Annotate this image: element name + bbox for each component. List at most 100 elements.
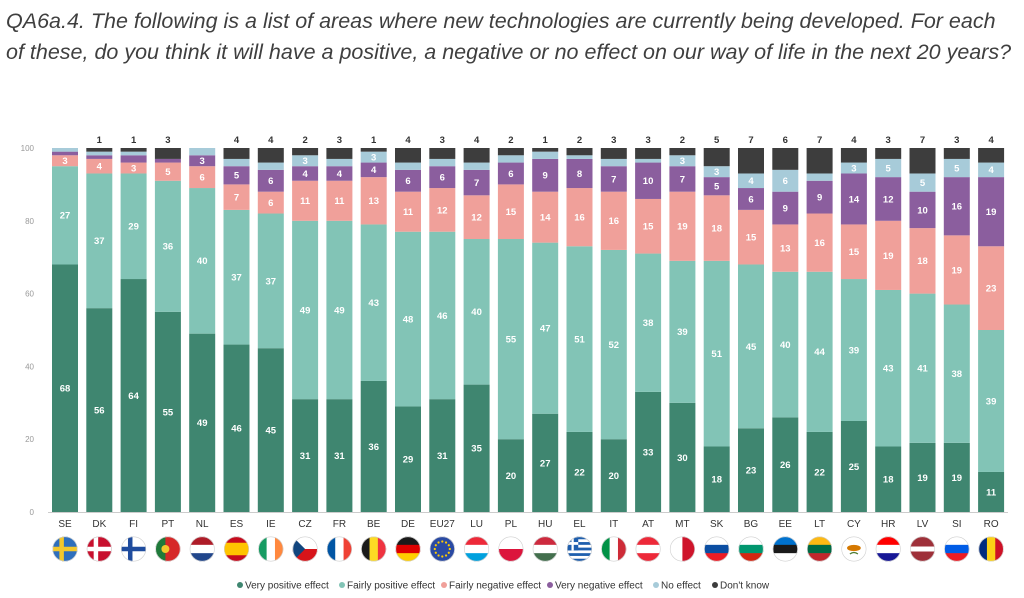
bar-segment <box>497 239 524 440</box>
bar-segment <box>738 209 764 265</box>
bar-segment <box>875 158 902 178</box>
data-label: 23 <box>986 284 997 295</box>
data-label: 39 <box>849 345 860 356</box>
bar-segment <box>532 151 559 159</box>
bar-segment <box>772 169 799 192</box>
bar-stack-ro: 11 39 23 19 4 4 <box>978 135 1005 512</box>
data-label: 15 <box>506 207 517 218</box>
bar-segment <box>532 158 559 192</box>
legend-label: No effect <box>661 581 701 592</box>
data-label: 55 <box>506 335 517 346</box>
bar-segment <box>189 166 216 189</box>
y-tick-label: 0 <box>30 508 35 517</box>
data-label: 19 <box>677 222 688 233</box>
bar-segment <box>635 148 662 159</box>
bar-segment <box>738 148 764 174</box>
dont-know-label: 1 <box>131 135 137 146</box>
bar-segment <box>120 148 147 152</box>
data-label: 29 <box>403 455 414 466</box>
bar-segment <box>738 188 764 210</box>
data-label: 15 <box>746 233 757 244</box>
bar-segment <box>532 191 559 243</box>
legend-item: Fairly positive effect <box>339 581 435 592</box>
bar-segment <box>120 173 147 280</box>
bar-segment <box>600 249 627 440</box>
bar-segment <box>292 180 319 221</box>
bar-segment <box>669 402 696 512</box>
data-label: 3 <box>851 163 856 174</box>
bar-segment <box>292 155 319 167</box>
bar-segment <box>257 148 284 163</box>
bar-segment <box>154 180 181 312</box>
data-label: 16 <box>609 216 620 227</box>
data-label: 11 <box>403 207 414 218</box>
data-label: 12 <box>471 213 482 224</box>
bar-segment <box>223 166 250 185</box>
bar-segment <box>395 162 421 170</box>
x-tick-label: EL <box>573 519 586 530</box>
flag-es-icon <box>224 536 249 562</box>
bar-segment <box>189 155 216 167</box>
flag-lv-icon <box>910 536 935 562</box>
data-label: 4 <box>748 176 754 187</box>
flag-outline <box>704 536 730 562</box>
flag-pl-icon <box>498 536 524 562</box>
bar-segment <box>120 155 147 163</box>
bar-segment <box>703 195 730 261</box>
bar-stack-hr: 18 43 19 12 5 3 <box>875 135 902 512</box>
x-tick-label: HR <box>881 519 895 530</box>
bar-stack-lt: 22 44 16 9 7 <box>806 135 833 512</box>
bar-segment <box>86 308 113 512</box>
bar-segment <box>429 148 456 159</box>
data-label: 15 <box>849 247 860 258</box>
bar-segment <box>566 188 593 247</box>
legend-item: Very positive effect <box>237 581 329 592</box>
dont-know-label: 2 <box>302 135 307 146</box>
data-label: 19 <box>883 251 894 262</box>
dont-know-label: 4 <box>268 135 274 146</box>
data-label: 6 <box>268 198 273 209</box>
flag-si-icon <box>944 536 970 562</box>
x-tick-label: FI <box>129 519 138 530</box>
bar-segment <box>463 162 490 170</box>
data-label: 38 <box>952 369 963 380</box>
flag-it-icon <box>601 536 627 562</box>
data-label: 3 <box>200 156 205 167</box>
bar-stack-es: 46 37 7 5 4 <box>223 135 250 512</box>
legend-label: Fairly positive effect <box>347 581 435 592</box>
data-label: 12 <box>437 205 448 216</box>
bar-segment <box>600 158 627 167</box>
data-label: 15 <box>643 222 654 233</box>
bar-segment <box>326 180 353 221</box>
data-label: 20 <box>506 471 517 482</box>
data-label: 29 <box>128 222 139 233</box>
bar-segment <box>395 231 421 407</box>
data-label: 4 <box>97 162 103 173</box>
data-label: 5 <box>886 163 892 174</box>
flag-at-icon <box>635 536 661 562</box>
data-label: 5 <box>234 171 240 182</box>
data-label: 37 <box>94 236 105 247</box>
bar-segment <box>943 235 970 305</box>
data-label: 3 <box>62 156 67 167</box>
data-label: 4 <box>337 169 343 180</box>
bar-segment <box>566 148 593 156</box>
data-label: 6 <box>440 173 445 184</box>
data-label: 5 <box>920 178 926 189</box>
bar-segment <box>738 428 764 512</box>
dont-know-label: 2 <box>577 135 582 146</box>
legend-marker <box>653 582 659 588</box>
flag-outline <box>772 536 798 562</box>
data-label: 6 <box>748 194 753 205</box>
x-tick-label: IT <box>609 519 618 530</box>
legend: Very positive effect Fairly positive effe… <box>237 581 770 592</box>
x-tick-label: DK <box>92 519 106 530</box>
bar-segment <box>429 188 456 232</box>
y-tick-label: 40 <box>25 362 34 371</box>
data-label: 52 <box>609 340 620 351</box>
bar-segment <box>806 180 833 214</box>
dont-know-label: 3 <box>165 135 170 146</box>
data-label: 18 <box>711 223 722 234</box>
data-label: 43 <box>368 298 379 309</box>
